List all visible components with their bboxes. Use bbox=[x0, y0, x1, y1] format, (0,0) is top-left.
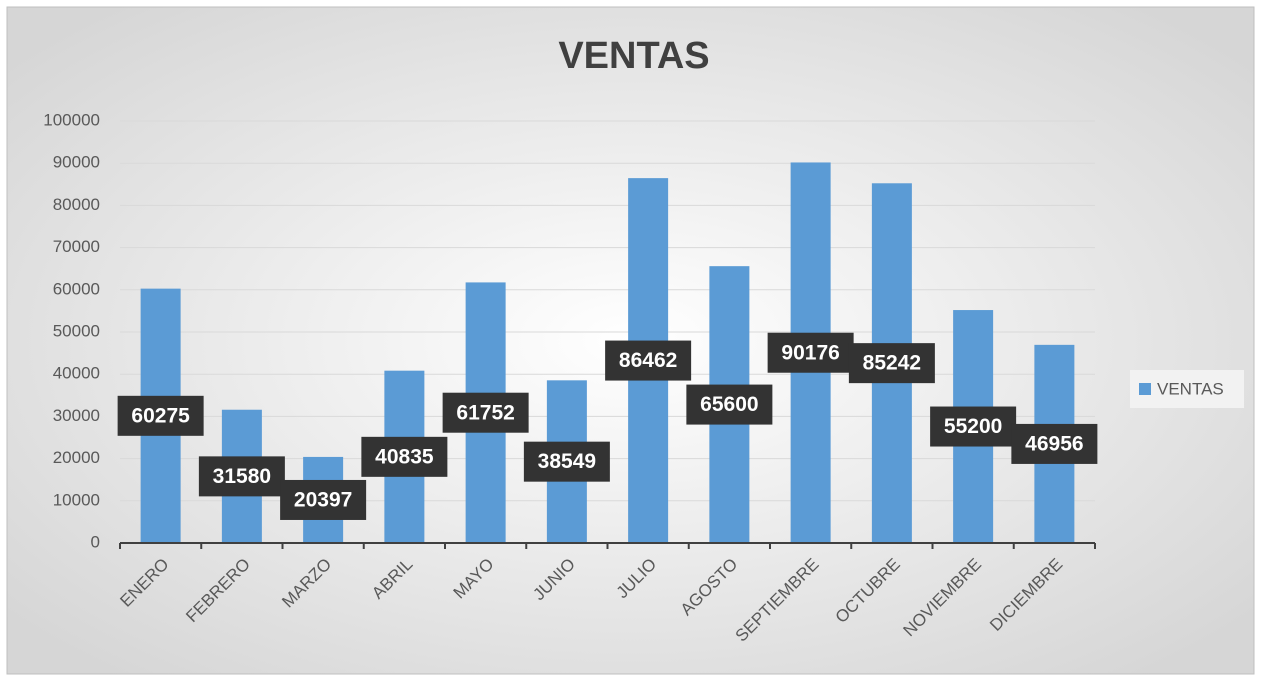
legend-label: VENTAS bbox=[1157, 379, 1224, 398]
y-tick-label: 90000 bbox=[53, 153, 100, 172]
y-tick-label: 0 bbox=[91, 532, 100, 551]
data-label: 20397 bbox=[294, 489, 352, 512]
data-label-box bbox=[605, 340, 692, 381]
y-tick-label: 100000 bbox=[43, 110, 100, 129]
data-label: 65600 bbox=[700, 393, 758, 416]
data-label-box bbox=[280, 479, 367, 520]
legend-swatch bbox=[1139, 383, 1151, 395]
data-label: 46956 bbox=[1025, 432, 1083, 455]
data-label-box bbox=[117, 395, 204, 436]
y-tick-label: 20000 bbox=[53, 448, 100, 467]
data-label-box bbox=[361, 436, 448, 477]
data-label: 31580 bbox=[213, 465, 271, 488]
y-tick-label: 10000 bbox=[53, 490, 100, 509]
y-tick-label: 40000 bbox=[53, 364, 100, 383]
data-label-box bbox=[198, 456, 285, 497]
data-label: 85242 bbox=[863, 352, 921, 375]
data-label-box bbox=[930, 406, 1017, 447]
chart-title: VENTAS bbox=[558, 35, 709, 77]
data-label: 38549 bbox=[538, 450, 596, 473]
data-label: 61752 bbox=[456, 401, 514, 424]
data-label-box bbox=[848, 343, 935, 384]
data-label: 90176 bbox=[781, 341, 839, 364]
y-tick-label: 60000 bbox=[53, 279, 100, 298]
data-label: 55200 bbox=[944, 415, 1002, 438]
data-label-box bbox=[523, 441, 610, 482]
data-label: 86462 bbox=[619, 349, 677, 372]
y-tick-label: 30000 bbox=[53, 406, 100, 425]
y-tick-label: 70000 bbox=[53, 237, 100, 256]
y-tick-label: 80000 bbox=[53, 195, 100, 214]
y-tick-label: 50000 bbox=[53, 321, 100, 340]
data-label-box bbox=[1011, 423, 1098, 464]
data-label: 40835 bbox=[375, 445, 434, 468]
data-label: 60275 bbox=[131, 404, 190, 427]
data-label-box bbox=[442, 392, 529, 433]
data-label-box bbox=[767, 332, 854, 373]
data-label-box bbox=[686, 384, 773, 425]
